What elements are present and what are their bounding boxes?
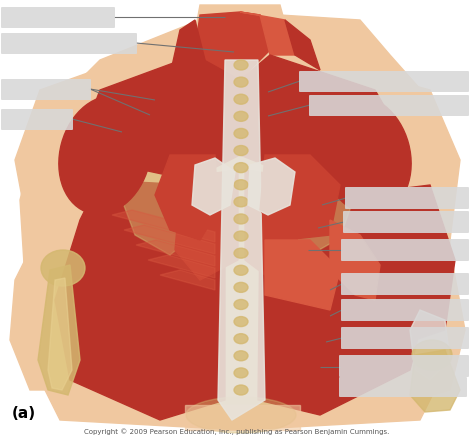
Ellipse shape bbox=[234, 197, 248, 207]
Text: (a): (a) bbox=[12, 406, 36, 421]
FancyBboxPatch shape bbox=[339, 377, 467, 397]
Polygon shape bbox=[20, 15, 450, 430]
FancyBboxPatch shape bbox=[1, 109, 73, 130]
Polygon shape bbox=[148, 255, 215, 278]
FancyBboxPatch shape bbox=[343, 211, 469, 233]
Polygon shape bbox=[330, 220, 380, 300]
Polygon shape bbox=[185, 405, 300, 430]
Ellipse shape bbox=[186, 397, 296, 433]
FancyBboxPatch shape bbox=[1, 79, 91, 100]
Polygon shape bbox=[120, 140, 205, 255]
Ellipse shape bbox=[234, 282, 248, 292]
Polygon shape bbox=[248, 158, 295, 215]
FancyBboxPatch shape bbox=[345, 187, 469, 209]
FancyBboxPatch shape bbox=[309, 95, 469, 116]
Polygon shape bbox=[410, 310, 450, 380]
FancyBboxPatch shape bbox=[1, 7, 115, 28]
Polygon shape bbox=[136, 240, 215, 266]
Ellipse shape bbox=[412, 340, 452, 370]
Polygon shape bbox=[48, 278, 72, 390]
Ellipse shape bbox=[234, 163, 248, 173]
Ellipse shape bbox=[234, 77, 248, 87]
Ellipse shape bbox=[234, 214, 248, 224]
Polygon shape bbox=[195, 12, 270, 80]
Ellipse shape bbox=[234, 299, 248, 309]
Polygon shape bbox=[265, 240, 340, 310]
Polygon shape bbox=[380, 185, 455, 340]
Polygon shape bbox=[270, 145, 355, 258]
Polygon shape bbox=[285, 20, 320, 70]
Ellipse shape bbox=[234, 180, 248, 190]
FancyBboxPatch shape bbox=[339, 355, 469, 377]
Ellipse shape bbox=[319, 96, 411, 214]
Polygon shape bbox=[258, 185, 430, 415]
Polygon shape bbox=[240, 12, 295, 55]
Polygon shape bbox=[218, 60, 265, 420]
Polygon shape bbox=[192, 158, 235, 215]
Ellipse shape bbox=[234, 385, 248, 395]
Ellipse shape bbox=[234, 316, 248, 326]
Polygon shape bbox=[38, 265, 80, 395]
Ellipse shape bbox=[234, 351, 248, 361]
Polygon shape bbox=[55, 180, 225, 420]
Polygon shape bbox=[112, 210, 215, 242]
Polygon shape bbox=[340, 65, 460, 260]
Ellipse shape bbox=[234, 94, 248, 104]
FancyBboxPatch shape bbox=[341, 239, 469, 261]
Ellipse shape bbox=[234, 248, 248, 258]
Polygon shape bbox=[85, 55, 240, 180]
Ellipse shape bbox=[234, 60, 248, 70]
Ellipse shape bbox=[234, 368, 248, 378]
Polygon shape bbox=[245, 170, 300, 275]
FancyBboxPatch shape bbox=[341, 299, 469, 321]
Polygon shape bbox=[15, 65, 140, 260]
Polygon shape bbox=[190, 5, 295, 60]
Polygon shape bbox=[380, 250, 465, 400]
Ellipse shape bbox=[234, 111, 248, 121]
Polygon shape bbox=[410, 350, 460, 412]
Polygon shape bbox=[124, 225, 215, 254]
FancyBboxPatch shape bbox=[299, 71, 469, 92]
Polygon shape bbox=[10, 250, 90, 390]
Ellipse shape bbox=[234, 265, 248, 275]
FancyBboxPatch shape bbox=[341, 327, 469, 349]
Ellipse shape bbox=[59, 96, 151, 214]
FancyBboxPatch shape bbox=[1, 33, 137, 54]
Polygon shape bbox=[175, 170, 238, 280]
FancyBboxPatch shape bbox=[341, 273, 469, 295]
Ellipse shape bbox=[41, 250, 85, 286]
Ellipse shape bbox=[234, 128, 248, 139]
Polygon shape bbox=[260, 155, 340, 240]
Ellipse shape bbox=[234, 146, 248, 156]
Polygon shape bbox=[170, 20, 210, 95]
Polygon shape bbox=[160, 270, 215, 290]
Ellipse shape bbox=[234, 334, 248, 343]
Ellipse shape bbox=[234, 231, 248, 241]
Text: Copyright © 2009 Pearson Education, Inc., publishing as Pearson Benjamin Cumming: Copyright © 2009 Pearson Education, Inc.… bbox=[84, 428, 390, 435]
Polygon shape bbox=[240, 55, 395, 175]
Polygon shape bbox=[155, 155, 218, 240]
